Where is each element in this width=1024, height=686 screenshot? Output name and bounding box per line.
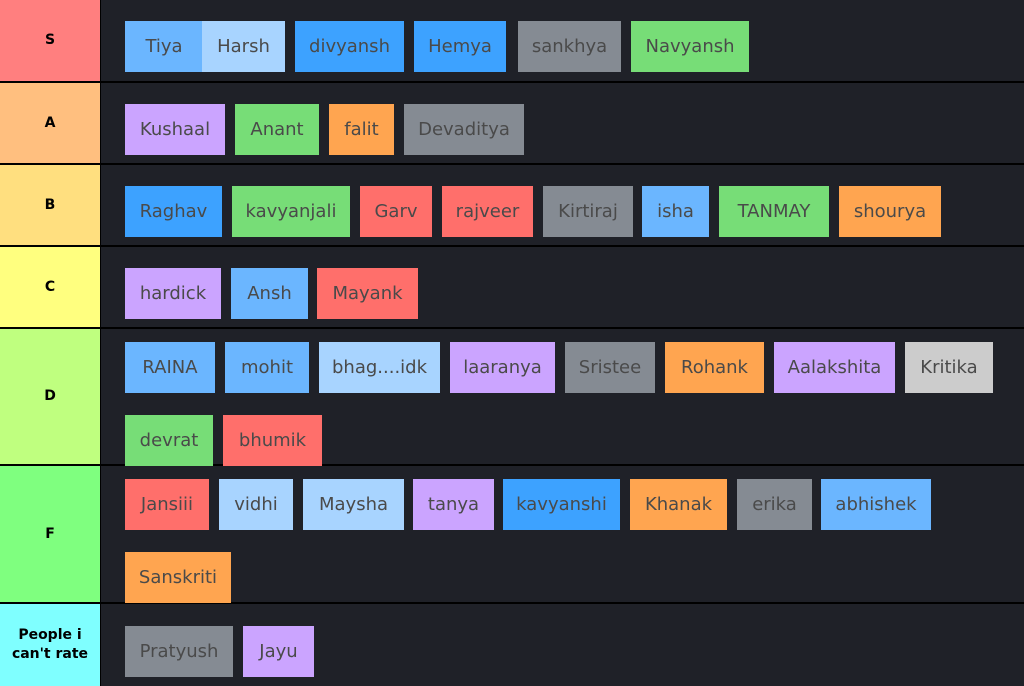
tier-item-divyansh[interactable]: divyansh [295,21,404,72]
tier-item-rajveer[interactable]: rajveer [442,186,533,237]
tier-row-unrated: People i can't rate Pratyush Jayu [0,604,1024,686]
tier-item-kavyanjali[interactable]: kavyanjali [232,186,350,237]
tier-item-navyansh[interactable]: Navyansh [631,21,749,72]
tier-item-tanya[interactable]: tanya [413,479,494,530]
tier-items-s[interactable]: Tiya Harsh divyansh Hemya sankhya Navyansh [101,0,1024,81]
tier-items-c[interactable]: hardick Ansh Mayank [101,247,1024,327]
tier-item-aalakshita[interactable]: Aalakshita [774,342,895,393]
tier-item-tanmay[interactable]: TANMAY [719,186,829,237]
tier-item-khanak[interactable]: Khanak [630,479,727,530]
tier-item-kavyanshi[interactable]: kavyanshi [503,479,620,530]
tier-item-sristee[interactable]: Sristee [565,342,655,393]
tier-items-d[interactable]: RAINA mohit bhag....idk laaranya Sristee Roha… [101,329,1024,466]
tier-item-laaranya[interactable]: laaranya [450,342,555,393]
tier-item-bhag-idk[interactable]: bhag....idk [319,342,440,393]
tier-item-harsh[interactable]: Harsh [202,21,285,72]
tier-label-s: S [0,0,100,81]
tier-row-s: S Tiya Harsh divyansh Hemya sankhya Navyansh [0,0,1024,81]
tier-items-unrated[interactable]: Pratyush Jayu [101,604,1024,686]
tier-item-raina[interactable]: RAINA [125,342,215,393]
tier-item-kirtiraj[interactable]: Kirtiraj [543,186,633,237]
tier-items-b[interactable]: Raghav kavyanjali Garv rajveer Kirtiraj isha T… [101,165,1024,245]
tier-item-erika[interactable]: erika [737,479,812,530]
tier-item-bhumik[interactable]: bhumik [223,415,322,466]
tier-item-shourya[interactable]: shourya [839,186,941,237]
tier-item-devaditya[interactable]: Devaditya [404,104,524,155]
tier-items-a[interactable]: Kushaal Anant falit Devaditya [101,83,1024,163]
tier-item-sankhya[interactable]: sankhya [518,21,621,72]
tier-item-hardick[interactable]: hardick [125,268,221,319]
tier-item-sanskriti[interactable]: Sanskriti [125,552,231,603]
tier-item-isha[interactable]: isha [642,186,709,237]
tier-row-c: C hardick Ansh Mayank [0,247,1024,327]
tier-item-devrat[interactable]: devrat [125,415,213,466]
tier-item-mayank[interactable]: Mayank [317,268,418,319]
tier-label-d: D [0,329,100,464]
tier-item-jansiii[interactable]: Jansiii [125,479,209,530]
tier-item-garv[interactable]: Garv [360,186,432,237]
tier-item-maysha[interactable]: Maysha [303,479,404,530]
tier-item-pratyush[interactable]: Pratyush [125,626,233,677]
tier-label-unrated: People i can't rate [0,604,100,686]
tier-row-b: B Raghav kavyanjali Garv rajveer Kirtiraj ish… [0,165,1024,245]
tier-item-ansh[interactable]: Ansh [231,268,308,319]
tier-item-falit[interactable]: falit [329,104,394,155]
tier-label-b: B [0,165,100,245]
tier-items-f[interactable]: Jansiii vidhi Maysha tanya kavyanshi Khanak er… [101,466,1024,603]
tier-item-hemya[interactable]: Hemya [414,21,506,72]
tier-item-tiya[interactable]: Tiya [125,21,203,72]
tier-item-kushaal[interactable]: Kushaal [125,104,225,155]
tier-item-abhishek[interactable]: abhishek [821,479,931,530]
tier-item-vidhi[interactable]: vidhi [219,479,293,530]
tier-item-anant[interactable]: Anant [235,104,319,155]
tier-row-f: F Jansiii vidhi Maysha tanya kavyanshi Khanak… [0,466,1024,603]
tier-item-rohank[interactable]: Rohank [665,342,764,393]
tier-item-jayu[interactable]: Jayu [243,626,314,677]
tier-label-c: C [0,247,100,327]
tier-item-raghav[interactable]: Raghav [125,186,222,237]
tier-row-d: D RAINA mohit bhag....idk laaranya Sristee Ro… [0,329,1024,466]
tier-label-f: F [0,466,100,602]
tier-label-a: A [0,83,100,163]
tier-item-mohit[interactable]: mohit [225,342,309,393]
tier-item-kritika[interactable]: Kritika [905,342,993,393]
tier-row-a: A Kushaal Anant falit Devaditya [0,83,1024,163]
